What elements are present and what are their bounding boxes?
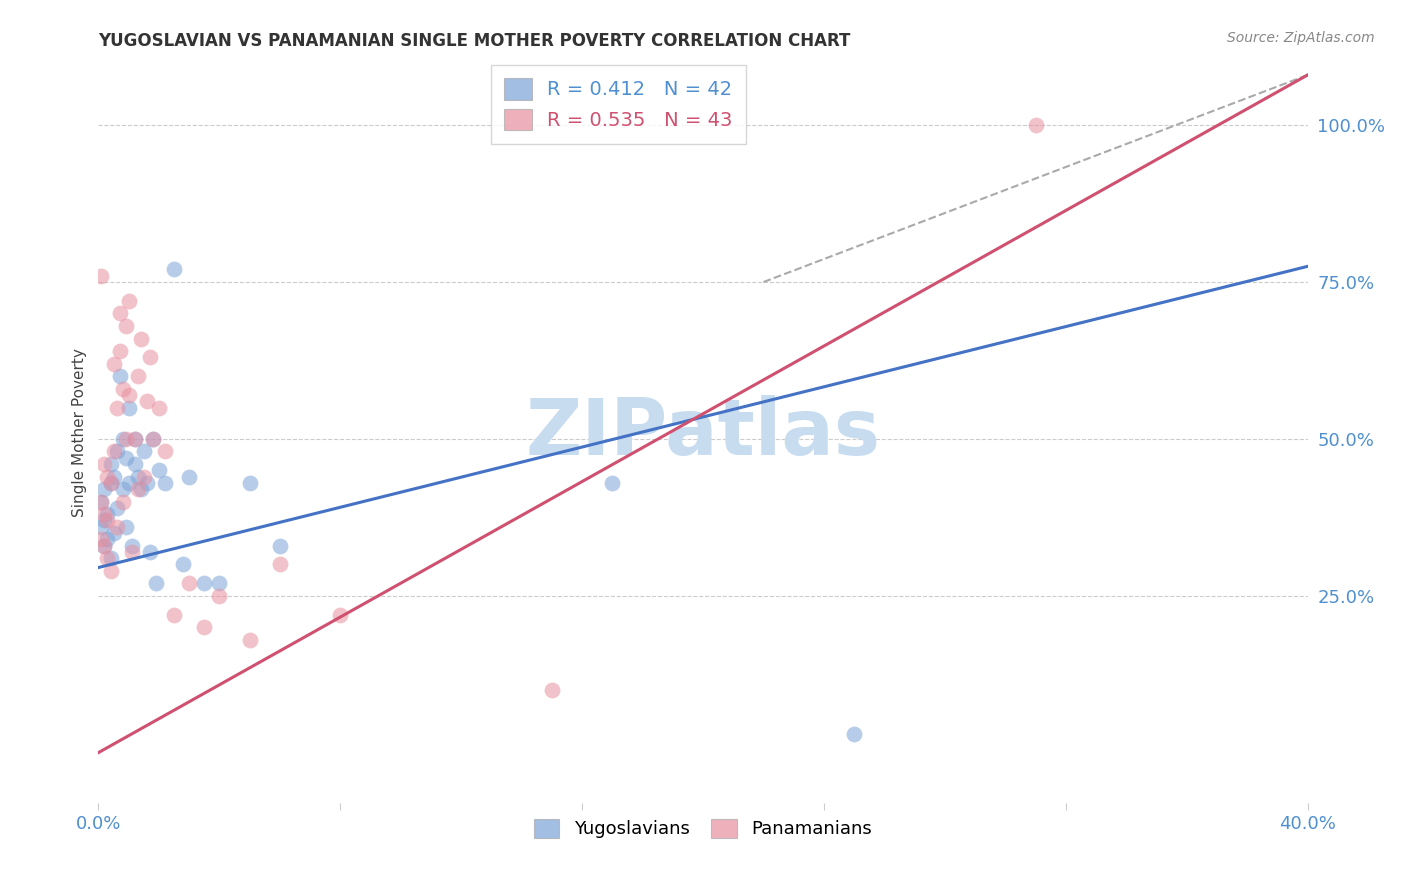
Point bbox=[96, 507, 118, 521]
Point bbox=[145, 576, 167, 591]
Point bbox=[103, 357, 125, 371]
Point bbox=[111, 432, 134, 446]
Point bbox=[100, 457, 122, 471]
Point bbox=[103, 526, 125, 541]
Point bbox=[100, 475, 122, 490]
Point bbox=[135, 394, 157, 409]
Point bbox=[114, 520, 136, 534]
Point bbox=[108, 306, 131, 320]
Point bbox=[127, 469, 149, 483]
Point bbox=[114, 318, 136, 333]
Point bbox=[172, 558, 194, 572]
Text: ZIPatlas: ZIPatlas bbox=[526, 394, 880, 471]
Point bbox=[90, 520, 112, 534]
Point bbox=[127, 369, 149, 384]
Point bbox=[208, 576, 231, 591]
Point bbox=[269, 558, 291, 572]
Point bbox=[132, 469, 155, 483]
Point bbox=[163, 607, 186, 622]
Point bbox=[118, 475, 141, 490]
Point bbox=[96, 513, 118, 527]
Point bbox=[121, 539, 143, 553]
Point bbox=[329, 607, 352, 622]
Point bbox=[103, 469, 125, 483]
Point bbox=[111, 482, 134, 496]
Point bbox=[179, 469, 201, 483]
Point bbox=[124, 432, 146, 446]
Point bbox=[96, 469, 118, 483]
Text: YUGOSLAVIAN VS PANAMANIAN SINGLE MOTHER POVERTY CORRELATION CHART: YUGOSLAVIAN VS PANAMANIAN SINGLE MOTHER … bbox=[98, 32, 851, 50]
Point bbox=[129, 331, 152, 345]
Point bbox=[100, 475, 122, 490]
Point bbox=[132, 444, 155, 458]
Point bbox=[1024, 118, 1046, 132]
Point bbox=[118, 388, 141, 402]
Point bbox=[90, 268, 112, 283]
Point bbox=[118, 293, 141, 308]
Point bbox=[124, 457, 146, 471]
Point bbox=[93, 482, 115, 496]
Point bbox=[93, 457, 115, 471]
Point bbox=[121, 545, 143, 559]
Legend: Yugoslavians, Panamanians: Yugoslavians, Panamanians bbox=[527, 812, 879, 846]
Point bbox=[193, 576, 215, 591]
Point bbox=[90, 494, 112, 508]
Point bbox=[105, 401, 128, 415]
Point bbox=[111, 494, 134, 508]
Point bbox=[96, 551, 118, 566]
Point bbox=[114, 450, 136, 465]
Point bbox=[96, 533, 118, 547]
Point bbox=[90, 533, 112, 547]
Point bbox=[127, 482, 149, 496]
Point bbox=[135, 475, 157, 490]
Point bbox=[153, 475, 176, 490]
Point bbox=[108, 369, 131, 384]
Point bbox=[540, 682, 562, 697]
Point bbox=[142, 432, 165, 446]
Point bbox=[93, 539, 115, 553]
Point bbox=[108, 344, 131, 359]
Point bbox=[105, 444, 128, 458]
Point bbox=[114, 432, 136, 446]
Point bbox=[148, 463, 170, 477]
Point bbox=[269, 539, 291, 553]
Point bbox=[602, 475, 624, 490]
Point bbox=[105, 500, 128, 515]
Point bbox=[111, 382, 134, 396]
Y-axis label: Single Mother Poverty: Single Mother Poverty bbox=[72, 348, 87, 517]
Point bbox=[844, 727, 866, 741]
Point bbox=[163, 262, 186, 277]
Point bbox=[93, 513, 115, 527]
Point bbox=[142, 432, 165, 446]
Point bbox=[139, 545, 162, 559]
Point bbox=[153, 444, 176, 458]
Point bbox=[100, 564, 122, 578]
Point bbox=[105, 520, 128, 534]
Point bbox=[148, 401, 170, 415]
Point bbox=[103, 444, 125, 458]
Point bbox=[239, 475, 262, 490]
Point bbox=[124, 432, 146, 446]
Point bbox=[139, 351, 162, 365]
Point bbox=[129, 482, 152, 496]
Point bbox=[100, 551, 122, 566]
Point bbox=[93, 507, 115, 521]
Point bbox=[239, 632, 262, 647]
Point bbox=[118, 401, 141, 415]
Text: Source: ZipAtlas.com: Source: ZipAtlas.com bbox=[1227, 31, 1375, 45]
Point bbox=[208, 589, 231, 603]
Point bbox=[193, 620, 215, 634]
Point bbox=[93, 539, 115, 553]
Point bbox=[179, 576, 201, 591]
Point bbox=[90, 494, 112, 508]
